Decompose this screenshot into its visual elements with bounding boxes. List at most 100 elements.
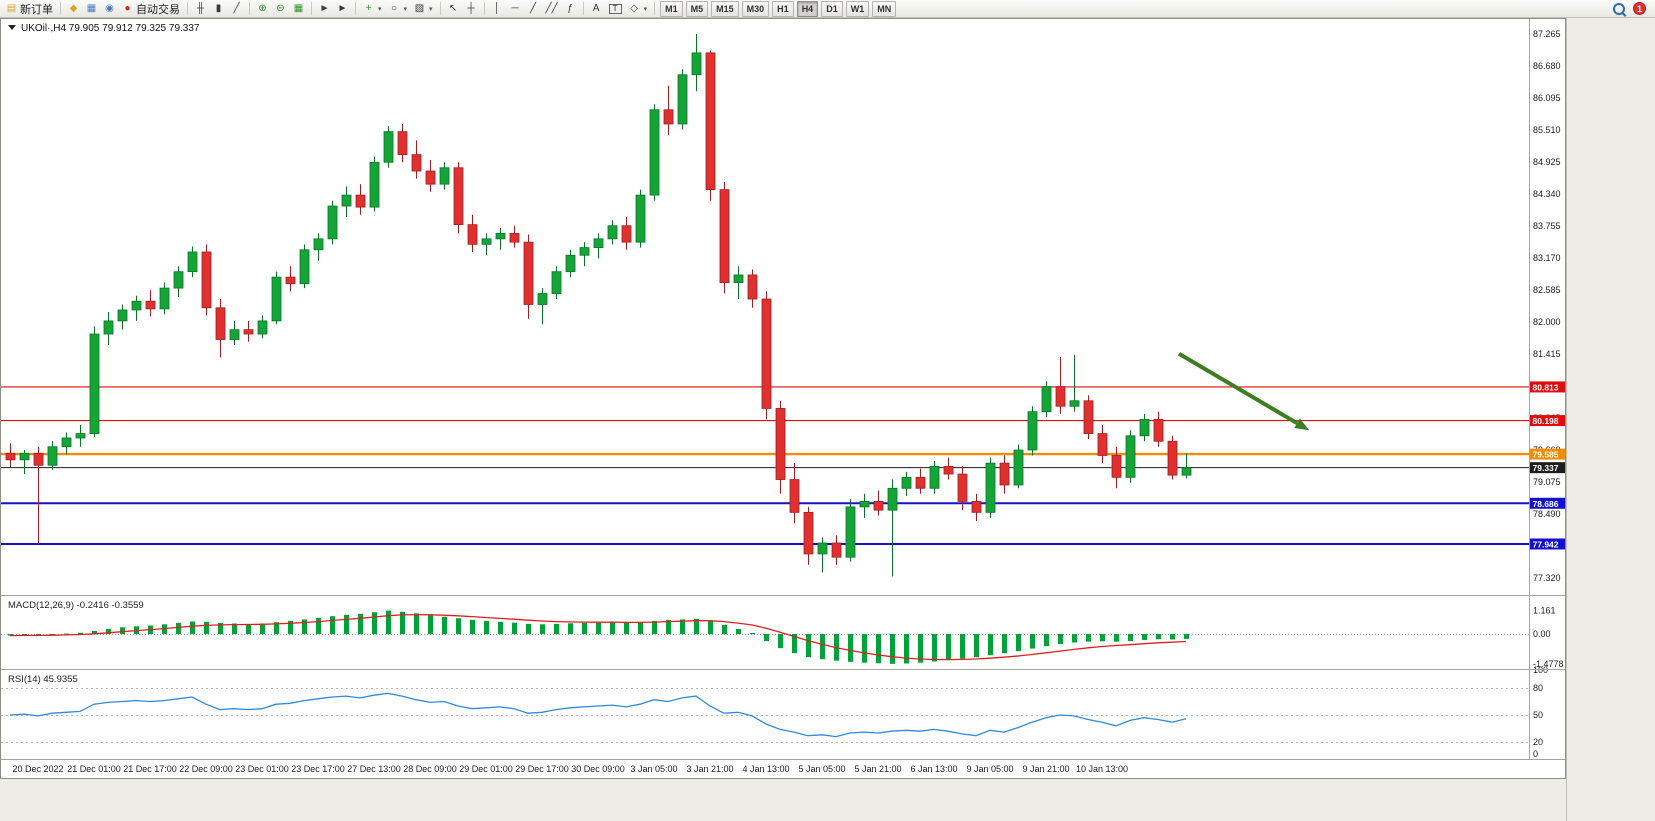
macd-bar	[904, 634, 909, 664]
timeframe-m1[interactable]: M1	[660, 0, 683, 17]
price-label-text: 80.198	[1533, 416, 1559, 426]
chart-shift-icon: ►	[337, 2, 348, 14]
candle	[383, 131, 394, 163]
macd-bar	[526, 623, 531, 634]
fibonacci-button[interactable]: ƒ	[562, 1, 579, 17]
channel-button[interactable]: ╱╱	[543, 1, 561, 17]
price-tick: 85.510	[1533, 125, 1561, 135]
macd-axis-tick: 1.161	[1533, 606, 1556, 616]
crosshair-button[interactable]: ┼	[463, 1, 480, 17]
timeframe-h4[interactable]: H4	[796, 0, 819, 17]
candle	[285, 276, 296, 285]
vertical-line-button[interactable]: │	[489, 1, 506, 17]
equidistant-channel-icon: ╱╱	[545, 2, 558, 14]
horizontal-line-button[interactable]: ─	[507, 1, 524, 17]
arrows-button[interactable]: ◇ ▾	[626, 1, 651, 17]
candle	[523, 241, 534, 305]
line-chart-icon: ╱	[233, 2, 240, 14]
macd-bar	[8, 634, 13, 636]
line-chart-button[interactable]: ╱	[228, 1, 245, 17]
macd-bar	[876, 634, 881, 664]
price-chart[interactable]: MACD(12,26,9) -0.2416 -0.3559 RSI(14) 45.…	[0, 18, 1566, 779]
tile-windows-button[interactable]: ▦	[290, 1, 307, 17]
macd-bar	[946, 634, 951, 660]
chart-shift-button[interactable]: ►	[334, 1, 351, 17]
candle	[159, 287, 170, 310]
fibonacci-icon: ƒ	[567, 2, 573, 14]
macd-bar	[722, 624, 727, 634]
chart-menu-icon[interactable]	[8, 25, 16, 30]
indicators-button[interactable]: + ▾	[360, 1, 385, 17]
time-tick: 30 Dec 09:00	[571, 764, 625, 774]
timeframe-h1[interactable]: H1	[772, 0, 794, 17]
candle	[201, 251, 212, 309]
search-icon[interactable]	[1613, 2, 1625, 15]
trendline-button[interactable]: ╱	[525, 1, 542, 17]
zoom-out-button[interactable]: ⊖	[272, 1, 289, 17]
toolbar-separator	[311, 2, 312, 15]
macd-bar	[218, 622, 223, 634]
candle	[691, 52, 702, 76]
macd-bar	[428, 615, 433, 634]
new-order-button[interactable]: ▤ 新订单	[3, 1, 56, 17]
candle	[943, 466, 954, 475]
candle	[229, 329, 240, 340]
timeframe-m15[interactable]: M15	[711, 0, 739, 17]
price-axis[interactable]: 87.265 86.680 86.095 85.510 84.925 84.340 83.7…	[1529, 29, 1566, 759]
templates-button[interactable]: ▧ ▾	[411, 1, 436, 17]
zoom-in-button[interactable]: ⊕	[254, 1, 271, 17]
macd-bar	[848, 634, 853, 662]
candlestick-chart-button[interactable]: ▮	[210, 1, 227, 17]
candle	[775, 408, 786, 480]
time-tick: 23 Dec 17:00	[291, 764, 345, 774]
candle	[677, 74, 688, 125]
macd-bar	[1044, 634, 1049, 647]
timeframe-m30[interactable]: M30	[741, 0, 770, 17]
macd-bar	[414, 613, 419, 634]
candle	[89, 333, 100, 434]
indicators-icon: +	[365, 2, 372, 14]
candle	[61, 437, 72, 448]
market-watch-button[interactable]: ▦	[83, 1, 100, 17]
macd-bar	[652, 620, 657, 634]
chevron-down-icon: ▾	[429, 5, 433, 13]
macd-bar	[666, 619, 671, 634]
timeframe-mn[interactable]: MN	[872, 0, 897, 17]
text-label-button[interactable]: T	[606, 1, 625, 17]
timeframe-m5[interactable]: M5	[685, 0, 709, 17]
candle	[243, 329, 254, 335]
candle	[1167, 440, 1178, 476]
candle	[5, 452, 16, 461]
trend-arrow-head[interactable]	[1294, 418, 1310, 431]
macd-bar	[764, 634, 769, 642]
periods-button[interactable]: ○ ▾	[386, 1, 411, 17]
cursor-icon: ↖	[448, 2, 458, 14]
macd-bar	[330, 616, 335, 634]
auto-trading-button[interactable]: ● 自动交易	[119, 1, 183, 17]
cursor-button[interactable]: ↖	[445, 1, 462, 17]
candle	[1111, 455, 1122, 478]
notification-badge[interactable]: 1	[1633, 2, 1646, 15]
candle	[789, 479, 800, 513]
time-axis[interactable]: 20 Dec 2022 21 Dec 01:00 21 Dec 17:00 22 De…	[12, 764, 1128, 774]
macd-bar	[1072, 634, 1077, 643]
text-button[interactable]: A	[588, 1, 605, 17]
macd-bar	[120, 627, 125, 634]
profiles-button[interactable]: ◆	[65, 1, 82, 17]
macd-bar	[190, 621, 195, 634]
trend-arrow[interactable]	[1177, 352, 1299, 425]
timeframe-d1[interactable]: D1	[821, 0, 843, 17]
navigator-button[interactable]: ◉	[101, 1, 118, 17]
toolbar-right-group: 1	[1613, 2, 1652, 15]
macd-bar	[1114, 634, 1119, 642]
trendline-icon: ╱	[530, 2, 537, 14]
candle	[901, 476, 912, 489]
candle	[1083, 400, 1094, 434]
auto-scroll-button[interactable]: ►	[316, 1, 333, 17]
price-tick: 82.585	[1533, 285, 1561, 295]
timeframe-w1[interactable]: W1	[845, 0, 870, 17]
rsi-line	[9, 692, 1187, 738]
candle	[103, 320, 114, 335]
bar-chart-button[interactable]: ╫	[192, 1, 209, 17]
chart-border	[0, 18, 1566, 779]
